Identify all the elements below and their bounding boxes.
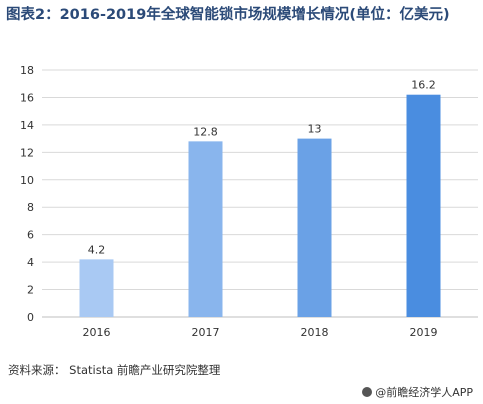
brand-text: @前瞻经济学人APP [375, 386, 473, 399]
y-tick-label: 4 [27, 256, 34, 269]
y-tick-label: 2 [27, 284, 34, 297]
y-tick-label: 16 [20, 91, 34, 104]
x-tick-label-2017: 2017 [192, 326, 220, 339]
y-tick-label: 8 [27, 201, 34, 214]
bar-2016 [79, 259, 114, 317]
y-tick-label: 12 [20, 146, 34, 159]
bar-2019 [406, 94, 441, 317]
y-tick-label: 10 [20, 174, 34, 187]
data-labels: 4.2 12.8 13 16.2 [88, 79, 436, 257]
x-axis-ticks: 2016 2017 2018 2019 [83, 326, 438, 339]
brand-logo-icon [362, 387, 373, 397]
chart-title: 图表2：2016-2019年全球智能锁市场规模增长情况(单位：亿美元) [6, 7, 450, 23]
data-label-2019: 16.2 [411, 79, 436, 92]
x-tick-label-2016: 2016 [83, 326, 111, 339]
y-tick-label: 0 [27, 311, 34, 324]
y-axis-ticks: 0 2 4 6 8 10 12 14 16 18 [20, 64, 34, 324]
bar-2017 [188, 141, 223, 317]
data-label-2018: 13 [308, 123, 322, 136]
x-tick-label-2019: 2019 [410, 326, 438, 339]
y-tick-label: 18 [20, 64, 34, 77]
gridlines [42, 69, 478, 318]
bar-2018 [297, 138, 332, 317]
x-tick-label-2018: 2018 [301, 326, 329, 339]
brand-credit: @前瞻经济学人APP [362, 384, 473, 400]
bars [79, 94, 441, 317]
source-note: 资料来源： Statista 前瞻产业研究院整理 [8, 363, 221, 377]
data-label-2016: 4.2 [88, 243, 106, 256]
y-tick-label: 6 [27, 229, 34, 242]
y-tick-label: 14 [20, 119, 34, 132]
data-label-2017: 12.8 [193, 125, 218, 138]
